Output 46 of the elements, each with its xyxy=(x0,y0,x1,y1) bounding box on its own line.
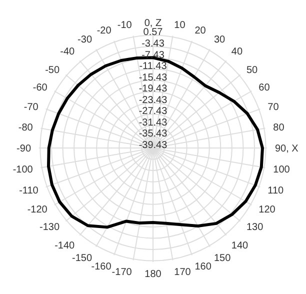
spoke-label: -110 xyxy=(19,185,39,196)
y-tick-label: -11.43 xyxy=(139,61,168,72)
spoke-label: 160 xyxy=(194,262,212,273)
spoke-label: -130 xyxy=(40,222,60,233)
spoke-label: 130 xyxy=(246,222,264,233)
spoke-label: -80 xyxy=(18,122,34,134)
spoke-label: 170 xyxy=(174,267,192,278)
y-tick-label: -31.43 xyxy=(138,117,168,128)
spoke-label: 70 xyxy=(268,102,280,113)
spoke-label: -170 xyxy=(112,267,132,278)
spoke-label: 140 xyxy=(231,240,249,252)
y-tick-label: -15.43 xyxy=(138,72,168,84)
spoke-label: -160 xyxy=(91,262,112,273)
spoke-label: 180 xyxy=(144,269,162,280)
y-tick-label: -27.43 xyxy=(138,106,168,118)
spoke-label: 150 xyxy=(214,252,232,264)
spoke-label: -120 xyxy=(27,204,48,216)
spoke-label: -150 xyxy=(72,252,92,264)
spoke-label: 50 xyxy=(246,65,258,76)
spoke-label: 40 xyxy=(231,46,243,58)
spoke-label: -30 xyxy=(78,34,92,46)
spoke-label: 80 xyxy=(273,122,285,134)
spoke-label: 90, X xyxy=(275,144,299,155)
spoke-label: -140 xyxy=(54,240,76,252)
spoke-label: 30 xyxy=(214,34,226,46)
spoke-label: -100 xyxy=(12,164,34,176)
spoke-label: -50 xyxy=(45,65,60,76)
y-tick-label: -35.43 xyxy=(138,128,168,140)
y-tick-label: -3.43 xyxy=(142,38,165,50)
spoke-label: 110 xyxy=(268,185,284,196)
spoke-label: -40 xyxy=(60,46,76,58)
spoke-label: -90 xyxy=(16,144,32,155)
spoke-label: 20 xyxy=(194,25,206,36)
spoke-label: 100 xyxy=(273,164,290,176)
spoke-label: -70 xyxy=(24,102,39,113)
y-tick-label: -23.43 xyxy=(138,94,168,106)
spoke-label: 120 xyxy=(258,204,276,216)
spoke-label: -60 xyxy=(32,82,48,94)
y-tick-label: -39.43 xyxy=(138,140,168,151)
y-tick-label: -19.43 xyxy=(138,84,168,95)
spoke-label: -10 xyxy=(117,20,132,31)
spoke-label: 10 xyxy=(174,20,186,31)
spoke-label: 60 xyxy=(258,82,270,94)
spoke-label: 0, Z xyxy=(144,18,162,29)
spoke-label: -20 xyxy=(96,25,112,36)
y-tick-label: 0.57 xyxy=(143,27,164,38)
